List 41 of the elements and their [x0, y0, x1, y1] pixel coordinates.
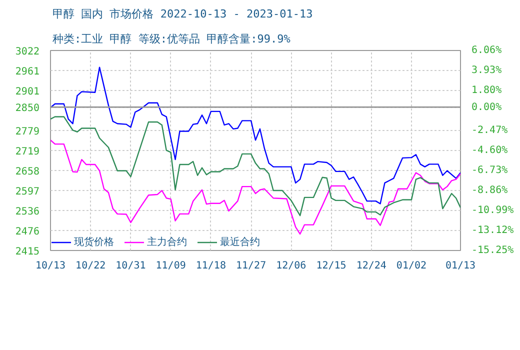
legend-label: 最近合约 [220, 236, 260, 249]
line-series [50, 116, 460, 216]
legend-label: 现货价格 [74, 236, 114, 249]
y-tick-label: 2779 [15, 126, 40, 138]
y2-tick-label: -6.73% [472, 165, 508, 176]
y2-tick-label: -15.25% [472, 245, 514, 256]
y-tick-label: 2658 [15, 166, 40, 178]
y-tick-label: 2597 [15, 186, 40, 198]
x-tick-label: 12/06 [276, 260, 306, 272]
y2-tick-label: 6.06% [472, 45, 502, 56]
y2-tick-label: 1.80% [472, 84, 502, 96]
x-tick-label: 01/02 [396, 260, 427, 272]
y-tick-label: 2961 [15, 66, 40, 78]
x-tick-label: 12/15 [316, 260, 346, 272]
y-tick-label: 2850 [15, 103, 40, 114]
x-tick-label: 11/18 [196, 260, 226, 272]
x-tick-label: 12/24 [356, 260, 386, 272]
y-tick-label: 3022 [15, 46, 40, 58]
chart-title: 甲醇 国内 市场价格 2022-10-13 - 2023-01-13 [52, 8, 313, 20]
x-tick-label: 11/27 [236, 260, 266, 272]
line-series [50, 66, 460, 204]
y2-tick-label: -10.99% [472, 205, 514, 216]
line-series [50, 140, 460, 235]
x-tick-label: 10/22 [76, 260, 106, 272]
y-tick-label: 2536 [15, 206, 40, 218]
y-tick-label: 2901 [15, 86, 40, 98]
x-tick-label: 10/13 [35, 260, 66, 272]
y2-tick-label: -2.47% [472, 125, 508, 136]
y2-tick-label: -4.60% [472, 145, 508, 156]
y-tick-label: 2415 [15, 246, 40, 258]
y-tick-label: 2719 [15, 146, 40, 158]
y-tick-label: 2476 [15, 226, 40, 238]
chart-subtitle: 种类:工业 甲醇 等级:优等品 甲醇含量:99.9% [52, 32, 291, 46]
y2-tick-label: -13.12% [472, 225, 514, 236]
y2-tick-label: 0.00% [472, 102, 502, 113]
y2-tick-label: 3.93% [472, 64, 502, 76]
x-tick-label: 10/31 [116, 260, 146, 272]
y2-tick-label: -8.86% [472, 185, 508, 196]
x-tick-label: 11/09 [156, 260, 186, 272]
legend-label: 主力合约 [147, 236, 187, 249]
x-tick-label: 01/13 [445, 260, 476, 272]
